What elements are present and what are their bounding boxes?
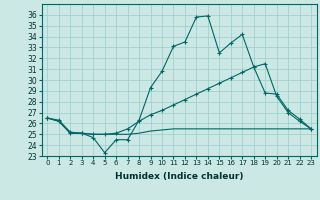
X-axis label: Humidex (Indice chaleur): Humidex (Indice chaleur) (115, 172, 244, 181)
